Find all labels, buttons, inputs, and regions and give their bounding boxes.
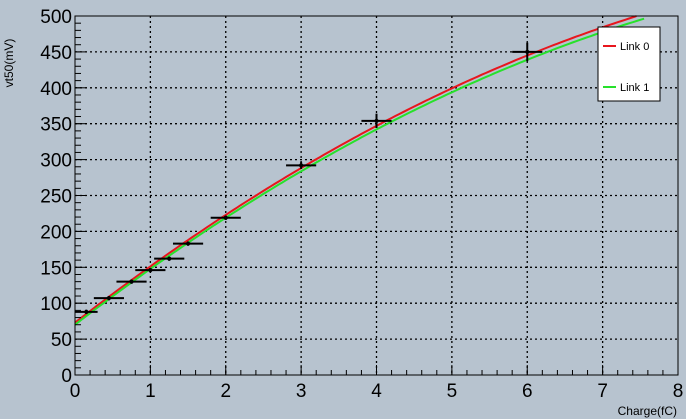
point-marker bbox=[167, 256, 172, 261]
point-marker bbox=[525, 49, 530, 54]
y-tick-label: 500 bbox=[40, 7, 72, 28]
legend: Link 0 Link 1 bbox=[597, 26, 661, 102]
point-marker bbox=[129, 279, 134, 284]
y-tick-label: 50 bbox=[51, 330, 72, 351]
tick-labels: 0 1 2 3 4 5 6 7 8 0 50 100 150 200 250 300 350 400 450 500 bbox=[40, 7, 683, 402]
point-marker bbox=[374, 118, 379, 123]
point-marker bbox=[84, 309, 89, 314]
point-marker bbox=[186, 241, 191, 246]
legend-label-link-0: Link 0 bbox=[620, 41, 649, 53]
x-axis-title: Charge(fC) bbox=[618, 404, 677, 418]
x-tick-label: 8 bbox=[673, 381, 684, 402]
x-tick-label: 6 bbox=[522, 381, 533, 402]
y-tick-label: 400 bbox=[40, 79, 72, 100]
x-tick-label: 4 bbox=[371, 381, 382, 402]
fit-curves bbox=[74, 15, 645, 326]
x-tick-label: 1 bbox=[145, 381, 156, 402]
y-tick-label: 150 bbox=[40, 258, 72, 279]
point-marker bbox=[299, 163, 304, 168]
data-point bbox=[512, 42, 543, 62]
data-point bbox=[361, 113, 392, 129]
point-marker bbox=[106, 296, 111, 301]
data-point bbox=[116, 279, 147, 284]
data-point bbox=[75, 309, 98, 314]
x-tick-label: 2 bbox=[220, 381, 231, 402]
y-tick-label: 200 bbox=[40, 222, 72, 243]
y-tick-label: 0 bbox=[61, 366, 72, 387]
data-point bbox=[135, 268, 166, 273]
legend-box bbox=[597, 26, 661, 102]
y-tick-label: 450 bbox=[40, 43, 72, 64]
point-marker bbox=[148, 268, 153, 273]
x-tick-label: 0 bbox=[70, 381, 81, 402]
point-marker bbox=[223, 215, 228, 220]
y-tick-label: 350 bbox=[40, 115, 72, 136]
data-point bbox=[172, 241, 204, 246]
axis-ticks bbox=[74, 15, 679, 376]
data-point bbox=[210, 215, 241, 220]
x-tick-label: 5 bbox=[447, 381, 458, 402]
y-tick-label: 250 bbox=[40, 187, 72, 208]
data-point bbox=[286, 161, 317, 169]
x-tick-label: 7 bbox=[597, 381, 608, 402]
y-axis-title: vt50(mV) bbox=[2, 39, 16, 88]
data-point bbox=[93, 296, 124, 301]
data-point bbox=[154, 256, 185, 261]
data-points bbox=[75, 42, 543, 314]
fit-line-link-1 bbox=[74, 17, 645, 326]
x-tick-label: 3 bbox=[296, 381, 307, 402]
fit-line-link-0 bbox=[74, 15, 637, 324]
y-tick-label: 300 bbox=[40, 151, 72, 172]
y-tick-label: 100 bbox=[40, 294, 72, 315]
grid-lines bbox=[75, 16, 678, 375]
legend-label-link-1: Link 1 bbox=[620, 82, 649, 94]
